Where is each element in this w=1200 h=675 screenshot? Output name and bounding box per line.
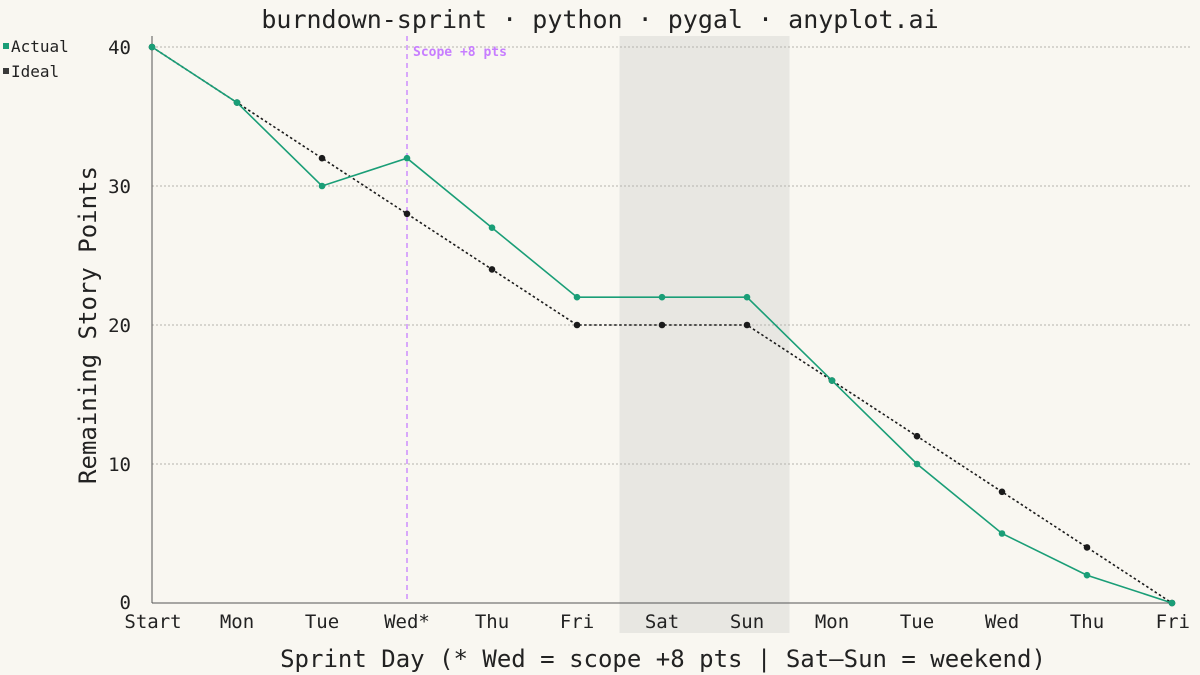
x-tick-label: Sat — [645, 611, 679, 633]
point-ideal[interactable] — [403, 210, 411, 218]
x-tick-label: Wed — [985, 611, 1019, 633]
legend-item-ideal[interactable]: Ideal — [3, 62, 59, 81]
series-layer — [148, 43, 1176, 607]
x-tick-label: Thu — [475, 611, 509, 633]
x-tick-label: Tue — [305, 611, 339, 633]
point-actual[interactable] — [998, 530, 1006, 537]
point-ideal[interactable] — [573, 321, 581, 329]
x-tick-label: Fri — [560, 611, 594, 633]
annotations-layer: Scope +8 pts — [406, 36, 507, 603]
x-axis-title: Sprint Day (* Wed = scope +8 pts | Sat–S… — [280, 645, 1046, 673]
legend-label-actual: Actual — [11, 37, 69, 56]
point-actual[interactable] — [573, 293, 581, 301]
point-actual[interactable] — [1083, 571, 1091, 579]
legend-swatch-actual — [3, 43, 9, 49]
scope-change-label: Scope +8 pts — [413, 45, 507, 60]
point-actual[interactable] — [318, 182, 326, 190]
point-actual[interactable] — [828, 377, 836, 384]
point-actual[interactable] — [658, 293, 666, 301]
y-tick-label: 30 — [108, 176, 131, 198]
chart-title: burndown-sprint · python · pygal · anypl… — [261, 5, 938, 34]
point-ideal[interactable] — [318, 154, 326, 162]
point-ideal[interactable] — [998, 488, 1006, 496]
x-tick-label: Start — [124, 611, 181, 633]
legend[interactable]: Actual Ideal — [3, 37, 69, 81]
point-actual[interactable] — [743, 293, 751, 301]
x-tick-label: Tue — [900, 611, 934, 633]
y-axis-title: Remaining Story Points — [74, 166, 102, 484]
point-ideal[interactable] — [658, 321, 666, 329]
x-tick-label: Mon — [220, 611, 254, 633]
x-tick-label: Thu — [1070, 611, 1104, 633]
y-tick-label: 40 — [108, 37, 131, 59]
y-tick-labels: 0 10 20 30 40 — [108, 37, 131, 614]
point-actual[interactable] — [1168, 599, 1176, 607]
point-ideal[interactable] — [488, 266, 496, 273]
point-actual[interactable] — [148, 43, 156, 51]
gridlines — [152, 46, 1192, 465]
x-tick-label: Fri — [1156, 611, 1190, 633]
point-actual[interactable] — [913, 460, 921, 468]
y-tick-label: 20 — [108, 315, 131, 337]
point-actual[interactable] — [488, 224, 496, 231]
point-actual[interactable] — [403, 154, 411, 162]
legend-label-ideal: Ideal — [11, 62, 59, 81]
axes — [151, 36, 1172, 604]
x-tick-label: Wed* — [384, 611, 430, 633]
x-tick-label: Mon — [815, 611, 849, 633]
point-ideal[interactable] — [743, 321, 751, 329]
y-tick-label: 0 — [120, 592, 131, 614]
weekend-shade-region — [619, 36, 790, 633]
point-ideal[interactable] — [913, 432, 921, 440]
plot-background-layer — [619, 36, 790, 633]
legend-item-actual[interactable]: Actual — [3, 37, 69, 56]
point-actual[interactable] — [233, 99, 241, 106]
legend-swatch-ideal — [3, 68, 9, 74]
x-tick-labels: Start Mon Tue Wed* Thu Fri Sat Sun Mon Tue Wed Thu F… — [124, 611, 1190, 633]
point-ideal[interactable] — [1083, 544, 1091, 551]
x-tick-label: Sun — [730, 611, 764, 633]
y-tick-label: 10 — [108, 454, 131, 476]
